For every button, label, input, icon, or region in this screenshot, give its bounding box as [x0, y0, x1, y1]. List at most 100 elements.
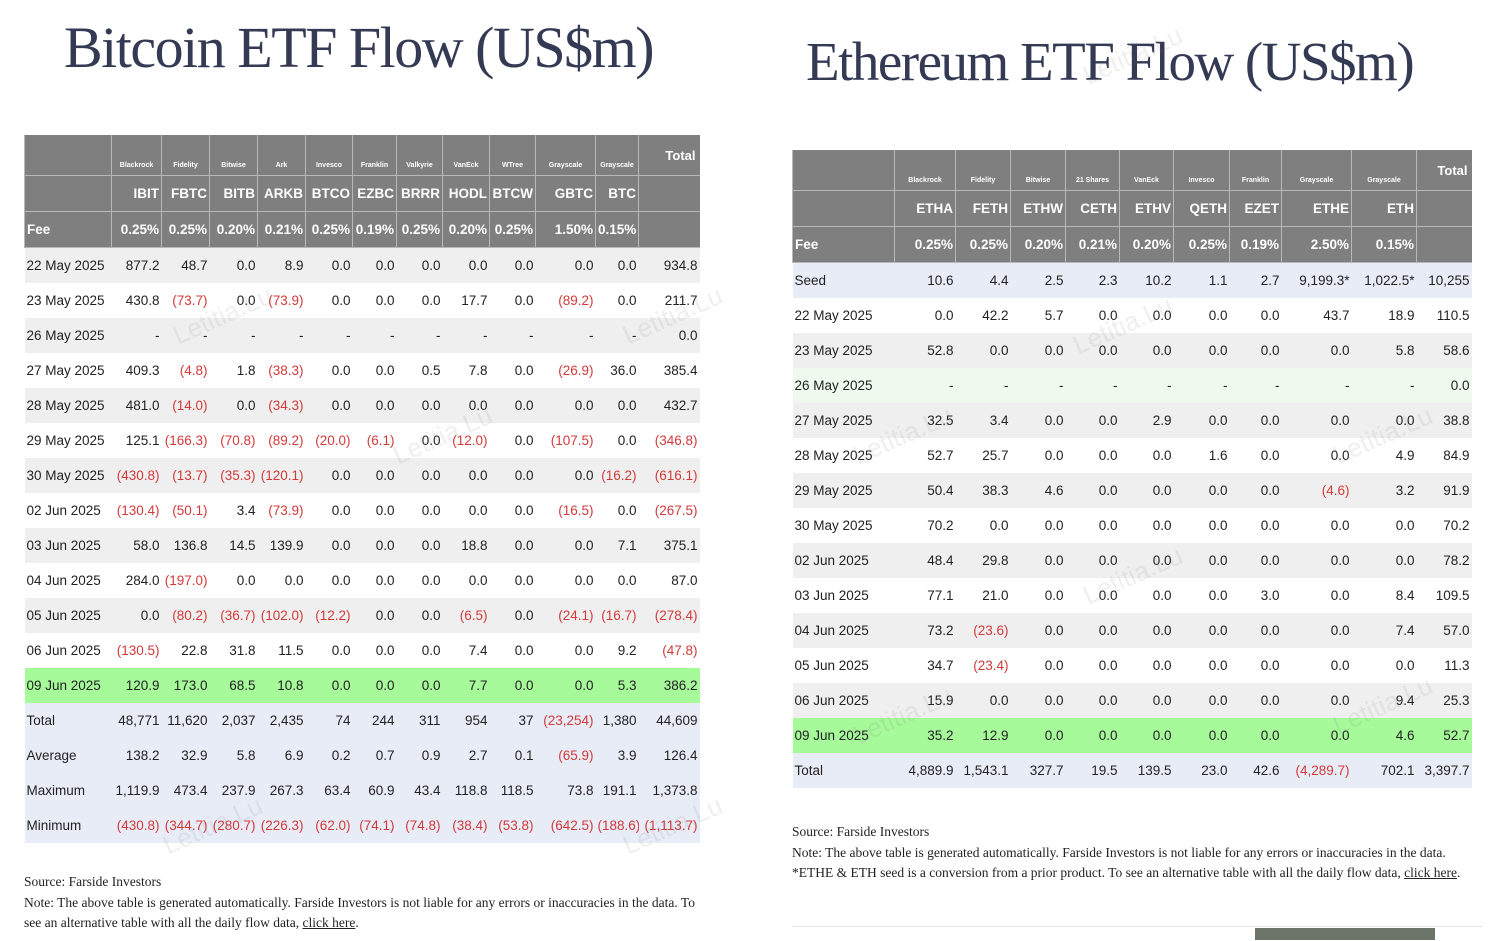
row-label: 03 Jun 2025	[24, 528, 112, 563]
flow-value: 0.0	[1351, 648, 1417, 683]
flow-value: -	[894, 368, 956, 403]
flow-value: (89.2)	[257, 423, 306, 458]
flow-value: 0.0	[1065, 543, 1120, 578]
flow-value: 0.0	[442, 247, 490, 283]
flow-value: -	[1281, 368, 1352, 403]
issuer-name: Fidelity	[955, 150, 1011, 191]
flow-value: 68.5	[209, 668, 258, 703]
flow-value: 0.0	[595, 563, 639, 598]
flow-value: 48.4	[894, 543, 956, 578]
table-row: 04 Jun 2025 73.2 (23.6) 0.0 0.0 0.0 0.0 0.0 0.0 7…	[792, 613, 1472, 648]
fee-value: 0.20%	[1010, 226, 1066, 263]
issuer-header-row: Blackrock Fidelity Bitwise Ark Invesco Frankl…	[24, 135, 700, 176]
row-total: 386.2	[638, 668, 700, 703]
table-row: Minimum (430.8) (344.7) (280.7) (226.3) (62.0…	[24, 808, 700, 843]
table-row: 28 May 2025 52.7 25.7 0.0 0.0 0.0 1.6 0.0 0.0 4.9…	[792, 438, 1472, 473]
flow-value: 0.1	[489, 738, 536, 773]
flow-value: -	[209, 318, 258, 353]
flow-value: 0.0	[111, 598, 162, 633]
flow-value: -	[955, 368, 1011, 403]
issuer-name: Blackrock	[111, 135, 162, 176]
flow-value: 0.0	[442, 388, 490, 423]
flow-value: (16.2)	[595, 458, 639, 493]
flow-value: 0.0	[352, 458, 397, 493]
flow-value: 0.0	[1281, 403, 1352, 438]
flow-value: 0.0	[305, 493, 353, 528]
flow-value: 0.0	[396, 493, 443, 528]
issuer-name: Grayscale	[1351, 150, 1417, 191]
flow-value: (65.9)	[535, 738, 596, 773]
fee-value: 0.25%	[489, 211, 536, 248]
flow-value: 9.2	[595, 633, 639, 668]
flow-value: 21.0	[955, 578, 1011, 613]
flow-value: 4.4	[955, 262, 1011, 298]
flow-value: 0.0	[209, 388, 258, 423]
table-row: 29 May 2025 125.1 (166.3) (70.8) (89.2) (20.0…	[24, 423, 700, 458]
row-label: 30 May 2025	[792, 508, 895, 543]
ethereum-click-here-link[interactable]: click here	[1404, 865, 1457, 880]
row-total: 110.5	[1416, 298, 1472, 333]
flow-value: 0.0	[1281, 438, 1352, 473]
flow-value: 70.2	[894, 508, 956, 543]
flow-value: 0.0	[396, 423, 443, 458]
row-label: 26 May 2025	[24, 318, 112, 353]
flow-value: (62.0)	[305, 808, 353, 843]
ticker-symbol: QETH	[1173, 190, 1230, 227]
flow-value: 2.9	[1119, 403, 1174, 438]
issuer-name: VanEck	[1119, 150, 1174, 191]
row-label: 23 May 2025	[24, 283, 112, 318]
flow-value: 0.0	[396, 247, 443, 283]
table-row: 06 Jun 2025 15.9 0.0 0.0 0.0 0.0 0.0 0.0 0.0 9.4 2…	[792, 683, 1472, 718]
flow-value: 0.0	[1173, 578, 1230, 613]
issuer-name: Franklin	[1229, 150, 1282, 191]
row-total: 385.4	[638, 353, 700, 388]
flow-value: 136.8	[161, 528, 210, 563]
flow-value: 11.5	[257, 633, 306, 668]
flow-value: 3.2	[1351, 473, 1417, 508]
flow-value: 0.0	[595, 283, 639, 318]
row-label: 26 May 2025	[792, 368, 895, 403]
flow-value: 14.5	[209, 528, 258, 563]
flow-value: (188.6)	[595, 808, 639, 843]
flow-value: 0.0	[1065, 298, 1120, 333]
ethereum-note-end: .	[1456, 865, 1461, 880]
bitcoin-etf-title: Bitcoin ETF Flow (US$m)	[64, 15, 655, 80]
bitcoin-click-here-link[interactable]: click here	[302, 915, 356, 930]
flow-value: 0.0	[489, 598, 536, 633]
flow-value: 0.0	[489, 388, 536, 423]
flow-value: 29.8	[955, 543, 1011, 578]
fee-value: 0.15%	[1351, 226, 1417, 263]
flow-value: (36.7)	[209, 598, 258, 633]
flow-value: 0.0	[1173, 298, 1230, 333]
flow-value: 2.7	[442, 738, 490, 773]
flow-value: -	[161, 318, 210, 353]
fee-value: 0.19%	[352, 211, 397, 248]
flow-value: (35.3)	[209, 458, 258, 493]
row-total: (267.5)	[638, 493, 700, 528]
table-row: Average 138.2 32.9 5.8 6.9 0.2 0.7 0.9 2.7 0.1 (65…	[24, 738, 700, 773]
ticker-symbol	[638, 175, 700, 212]
flow-value: 877.2	[111, 247, 162, 283]
fee-value: 0.20%	[442, 211, 490, 248]
flow-value: 0.0	[1173, 333, 1230, 368]
flow-value: (23.4)	[955, 648, 1011, 683]
ticker-symbol: EZBC	[352, 175, 397, 212]
flow-value: 31.8	[209, 633, 258, 668]
flow-value: 0.0	[1173, 543, 1230, 578]
flow-value: (226.3)	[257, 808, 306, 843]
row-total: (616.1)	[638, 458, 700, 493]
flow-value: 22.8	[161, 633, 210, 668]
flow-value: 0.0	[1119, 298, 1174, 333]
flow-value: (130.5)	[111, 633, 162, 668]
flow-value: 17.7	[442, 283, 490, 318]
ticker-symbol: FETH	[955, 190, 1011, 227]
ticker-symbol: EZET	[1229, 190, 1282, 227]
row-label: 02 Jun 2025	[792, 543, 895, 578]
row-label: 09 Jun 2025	[792, 718, 895, 753]
flow-value: 139.5	[1119, 753, 1174, 788]
ticker-symbol: BITB	[209, 175, 258, 212]
flow-value: 0.0	[955, 508, 1011, 543]
flow-value: 73.2	[894, 613, 956, 648]
flow-value: 0.0	[352, 353, 397, 388]
flow-value: 0.0	[396, 563, 443, 598]
